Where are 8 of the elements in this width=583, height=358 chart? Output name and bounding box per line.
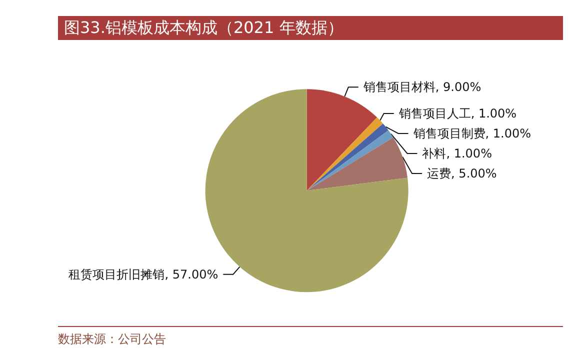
slice-label: 租赁项目折旧摊销, 57.00%	[68, 267, 218, 282]
slice-label: 运费, 5.00%	[427, 166, 497, 180]
slice-label: 销售项目制费, 1.00%	[412, 126, 532, 140]
slice-label: 补料, 1.00%	[422, 146, 492, 160]
slice-label: 销售项目材料, 9.00%	[362, 80, 482, 94]
slice-label: 销售项目人工, 1.00%	[398, 106, 517, 120]
source-note: 数据来源：公司公告	[58, 331, 167, 348]
chart-title: 图33.铝模板成本构成（2021 年数据）	[58, 16, 563, 40]
